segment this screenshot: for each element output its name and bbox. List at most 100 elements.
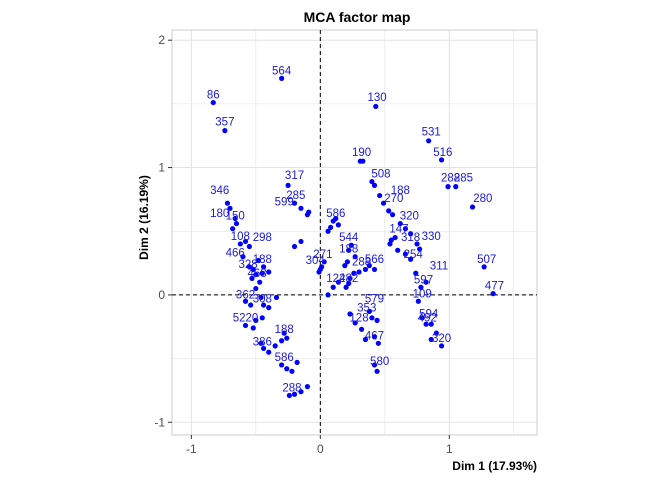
data-point bbox=[249, 275, 255, 281]
data-point bbox=[248, 302, 254, 308]
data-point bbox=[433, 330, 439, 336]
overlapping-point-label: 353 bbox=[357, 302, 376, 314]
data-point bbox=[316, 269, 322, 275]
data-point bbox=[260, 264, 267, 270]
x-tick-label: 0 bbox=[317, 442, 324, 456]
data-point bbox=[423, 321, 429, 327]
chart-title: MCA factor map bbox=[304, 9, 411, 25]
data-point bbox=[240, 254, 246, 260]
overlapping-point-label: 566 bbox=[365, 254, 384, 266]
data-point bbox=[373, 103, 379, 110]
data-point bbox=[438, 157, 445, 163]
data-point bbox=[233, 220, 240, 227]
data-point bbox=[253, 317, 259, 323]
data-point bbox=[279, 362, 285, 368]
point-label: 597 bbox=[414, 274, 433, 286]
data-point bbox=[423, 279, 429, 285]
data-point bbox=[272, 343, 278, 349]
point-label: 298 bbox=[253, 232, 272, 244]
overlapping-point-label: 346 bbox=[210, 185, 229, 197]
data-point bbox=[490, 291, 496, 297]
data-point bbox=[469, 204, 476, 210]
data-point bbox=[246, 243, 252, 250]
data-point bbox=[286, 392, 292, 399]
data-point bbox=[360, 158, 366, 164]
data-point bbox=[351, 270, 357, 276]
data-point bbox=[253, 271, 259, 278]
data-point bbox=[428, 321, 434, 327]
data-point bbox=[371, 334, 378, 340]
data-point bbox=[335, 222, 341, 228]
data-point bbox=[417, 246, 423, 252]
data-point bbox=[346, 280, 352, 287]
data-point bbox=[371, 182, 378, 188]
data-point bbox=[253, 285, 259, 292]
overlapping-point-label: 320 bbox=[432, 333, 451, 345]
data-point bbox=[330, 284, 336, 290]
data-point bbox=[289, 368, 295, 374]
data-point bbox=[321, 259, 327, 265]
data-point bbox=[445, 184, 451, 190]
point-label: 468 bbox=[248, 268, 267, 280]
data-point bbox=[259, 270, 265, 276]
overlapping-point-label: 288 bbox=[352, 256, 371, 268]
overlapping-point-label: 311 bbox=[430, 260, 448, 272]
overlapping-point-label: 285 bbox=[454, 172, 473, 184]
overlapping-point-label: 122 bbox=[326, 273, 345, 285]
data-point bbox=[369, 178, 375, 185]
point-label: 304 bbox=[306, 255, 326, 267]
point-label: 531 bbox=[422, 127, 441, 139]
data-point bbox=[210, 99, 216, 106]
data-point bbox=[374, 317, 380, 323]
overlapping-point-label: 328 bbox=[239, 259, 258, 271]
point-label: 357 bbox=[215, 116, 234, 128]
points-layer bbox=[210, 75, 496, 399]
overlapping-point-label: 188 bbox=[275, 324, 294, 336]
data-point bbox=[352, 254, 358, 260]
plot-panel-border bbox=[171, 29, 538, 436]
y-tick-label: 0 bbox=[158, 288, 165, 302]
data-point bbox=[319, 264, 325, 270]
data-point bbox=[298, 205, 304, 211]
point-label: 109 bbox=[413, 288, 432, 300]
data-point bbox=[347, 311, 353, 317]
data-point bbox=[298, 389, 304, 395]
data-point bbox=[291, 391, 298, 397]
data-point bbox=[260, 302, 267, 308]
data-point bbox=[375, 340, 381, 346]
overlapping-point-label: 180 bbox=[210, 208, 229, 220]
data-point bbox=[246, 264, 252, 270]
overlapping-point-label: 188 bbox=[391, 185, 410, 197]
data-point bbox=[419, 315, 425, 321]
point-label: 477 bbox=[485, 281, 504, 293]
data-point bbox=[453, 184, 459, 190]
point-label: 507 bbox=[477, 254, 496, 266]
overlapping-point-label: 467 bbox=[365, 330, 384, 342]
data-point bbox=[242, 322, 249, 329]
data-point bbox=[284, 366, 290, 372]
data-point bbox=[224, 200, 231, 206]
data-point bbox=[415, 298, 421, 304]
x-tick-label: 1 bbox=[446, 442, 453, 456]
data-point bbox=[250, 266, 256, 273]
overlapping-point-label: 544 bbox=[339, 232, 359, 244]
data-point bbox=[273, 294, 280, 301]
data-point bbox=[402, 226, 409, 232]
data-point bbox=[298, 238, 304, 245]
overlapping-point-label: 128 bbox=[349, 312, 368, 324]
data-point bbox=[304, 384, 311, 390]
x-axis-title: Dim 1 (17.93%) bbox=[452, 459, 537, 473]
data-point bbox=[347, 275, 353, 281]
data-point bbox=[284, 335, 290, 341]
overlapping-point-label: 188 bbox=[339, 244, 358, 256]
overlapping-point-label: 288 bbox=[282, 383, 301, 395]
data-point bbox=[257, 279, 263, 285]
overlapping-point-label: 188 bbox=[253, 254, 272, 266]
data-point bbox=[237, 241, 243, 247]
data-point bbox=[438, 343, 445, 349]
data-point bbox=[255, 257, 262, 264]
data-point bbox=[397, 220, 403, 227]
point-label: 150 bbox=[226, 211, 245, 223]
point-label: 317 bbox=[285, 170, 304, 182]
data-point bbox=[389, 212, 396, 218]
